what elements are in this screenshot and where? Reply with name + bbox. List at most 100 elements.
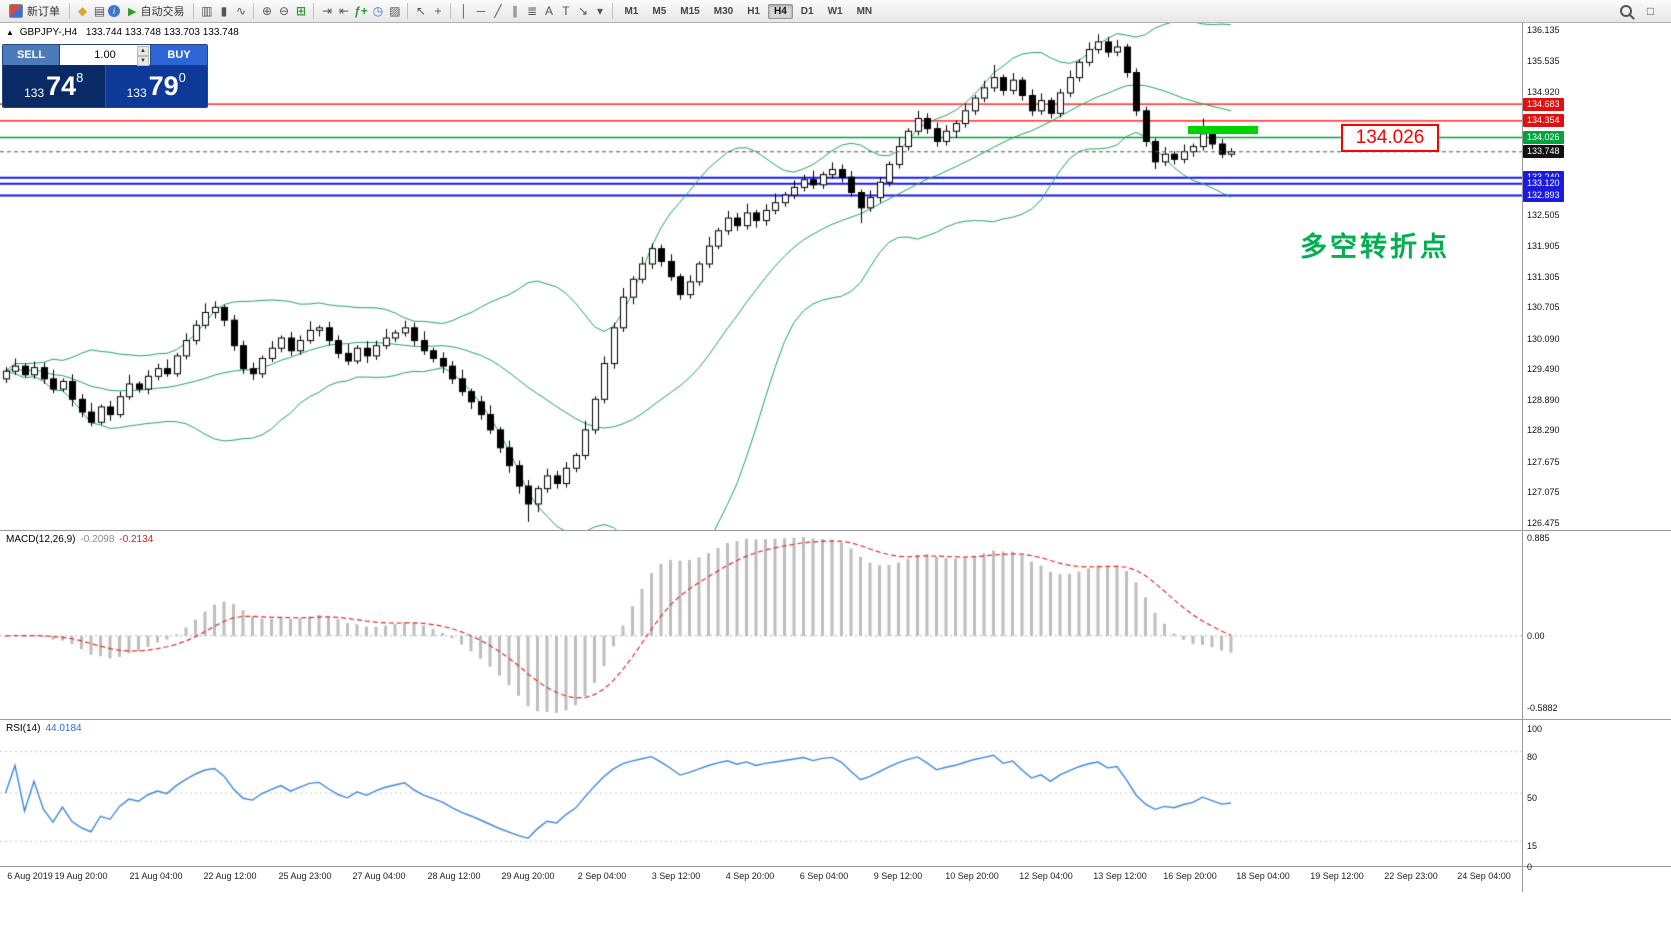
one-click-toggle-icon[interactable]: ▲: [6, 28, 14, 37]
separator: [193, 3, 195, 19]
indicators-icon[interactable]: ƒ+: [354, 4, 368, 18]
price-scale-label: 128.890: [1527, 394, 1560, 405]
time-axis-label: 22 Sep 23:00: [1384, 871, 1438, 881]
price-chart-canvas[interactable]: [0, 23, 1522, 530]
search-icon[interactable]: [1620, 5, 1632, 17]
time-axis-label: 4 Sep 20:00: [725, 871, 775, 881]
timeframe-h4[interactable]: H4: [767, 4, 793, 19]
volume-down-icon[interactable]: ▼: [137, 56, 149, 66]
separator: [253, 3, 255, 19]
time-axis-label: 3 Sep 12:00: [651, 871, 701, 881]
price-badge: 132.893: [1523, 188, 1564, 202]
timeframe-m1[interactable]: M1: [624, 6, 639, 17]
macd-scale-label: 0.00: [1527, 630, 1545, 641]
macd-scale-label: -0.5882: [1527, 703, 1558, 713]
timeframe-d1[interactable]: D1: [800, 6, 814, 17]
time-axis-label: 18 Sep 04:00: [1236, 871, 1290, 881]
sell-price[interactable]: 133 74 8: [3, 65, 105, 107]
rsi-value: 44.0184: [45, 723, 82, 734]
sell-price-prefix: 133: [24, 86, 45, 100]
price-scale-label: 131.905: [1527, 240, 1560, 251]
price-scale-border: [1522, 23, 1523, 892]
new-order-button[interactable]: 新订单: [4, 2, 65, 20]
macd-scale-label: 0.885: [1527, 533, 1550, 543]
trendline-icon[interactable]: ╱: [494, 4, 502, 18]
rsi-scale-label: 0: [1527, 862, 1533, 872]
price-badge: 134.354: [1523, 114, 1564, 128]
new-order-label: 新订单: [27, 6, 60, 18]
timeframe-m15[interactable]: M15: [680, 6, 700, 17]
text-tool-icon[interactable]: A: [544, 4, 553, 18]
buy-price-prefix: 133: [126, 86, 147, 100]
horizontal-line-icon[interactable]: ─: [476, 4, 486, 18]
workspace-icon[interactable]: □: [1646, 4, 1655, 18]
timeframe-m30[interactable]: M30: [713, 6, 734, 17]
price-badge: 133.120: [1523, 177, 1564, 191]
autotrading-play-icon: ▶: [128, 5, 137, 18]
periods-icon[interactable]: ◷: [372, 4, 384, 18]
cursor-icon[interactable]: ↖: [415, 4, 426, 18]
templates-icon[interactable]: ▨: [389, 4, 401, 18]
macd-canvas[interactable]: [0, 531, 1522, 719]
chart-shift-icon[interactable]: ⇤: [338, 4, 349, 18]
fibonacci-icon[interactable]: ≣: [526, 4, 537, 18]
arrows-dropdown-icon[interactable]: ▾: [596, 4, 603, 18]
auto-scroll-icon[interactable]: ⇥: [321, 4, 332, 18]
buy-price[interactable]: 133 79 0: [104, 65, 207, 107]
trend-segment-object[interactable]: [1188, 126, 1258, 135]
text-label-icon[interactable]: T: [562, 4, 570, 18]
macd-signal-value: -0.2134: [119, 534, 154, 545]
channel-icon[interactable]: ∥: [511, 4, 518, 18]
separator: [313, 3, 315, 19]
one-click-trading-panel: SELL 1.00 ▲ ▼ BUY 133 74 8 133 79 0: [2, 44, 208, 108]
time-axis-label: 6 Aug 2019: [7, 871, 53, 881]
time-axis-label: 27 Aug 04:00: [352, 871, 406, 881]
price-badge: 134.026: [1523, 131, 1564, 145]
rsi-scale-label: 80: [1527, 751, 1538, 762]
volume-input[interactable]: 1.00 ▲ ▼: [59, 45, 151, 66]
price-scale-label: 136.135: [1527, 24, 1560, 35]
candlestick-chart-icon[interactable]: ▮: [220, 4, 228, 18]
time-axis-label: 9 Sep 12:00: [873, 871, 923, 881]
time-axis-label: 28 Aug 12:00: [427, 871, 481, 881]
bar-chart-icon[interactable]: ▥: [201, 4, 213, 18]
zoom-out-icon[interactable]: ⊖: [278, 4, 289, 18]
sell-button[interactable]: SELL: [3, 45, 59, 65]
time-axis-label: 25 Aug 23:00: [278, 871, 332, 881]
price-scale-label: 130.090: [1527, 333, 1560, 344]
time-axis[interactable]: 6 Aug 2019 19 Aug 20:00 21 Aug 04:00 22 Aug…: [0, 867, 1522, 892]
timeframe-h1[interactable]: H1: [747, 6, 760, 17]
line-chart-icon[interactable]: ∿: [235, 4, 246, 18]
time-axis-label: 19 Sep 12:00: [1310, 871, 1364, 881]
macd-name: MACD(12,26,9): [6, 534, 76, 545]
crosshair-icon[interactable]: +: [434, 4, 442, 18]
price-scale-label: 127.675: [1527, 456, 1560, 467]
main-toolbar: 新订单 ◆ ▤ i ▶ 自动交易 ▥ ▮ ∿ ⊕ ⊖ ⊞ ⇥ ⇤ ƒ+ ◷ ▨ …: [0, 0, 1671, 23]
time-axis-label: 12 Sep 04:00: [1019, 871, 1073, 881]
timeframe-w1[interactable]: W1: [827, 6, 843, 17]
quote-ohlc: 133.744 133.748 133.703 133.748: [85, 27, 239, 38]
autotrading-button[interactable]: ▶ 自动交易: [123, 2, 189, 20]
panel-separator[interactable]: [0, 530, 1671, 531]
buy-price-main: 79: [148, 71, 179, 101]
zoom-in-icon[interactable]: ⊕: [261, 4, 272, 18]
vertical-line-icon[interactable]: │: [460, 4, 468, 18]
timeframe-m5[interactable]: M5: [652, 6, 667, 17]
panel-separator[interactable]: [0, 719, 1671, 720]
macd-label: MACD(12,26,9) -0.2098 -0.2134: [6, 534, 153, 545]
volume-up-icon[interactable]: ▲: [137, 46, 149, 56]
tile-windows-icon[interactable]: ⊞: [295, 4, 306, 18]
time-axis-label: 22 Aug 12:00: [203, 871, 257, 881]
news-icon[interactable]: ▤: [93, 4, 106, 18]
mql-community-icon[interactable]: ◆: [77, 4, 88, 18]
chart-note-text[interactable]: 多空转折点: [1300, 232, 1450, 263]
rsi-canvas[interactable]: [0, 720, 1522, 866]
price-label-object[interactable]: 134.026: [1341, 124, 1439, 152]
buy-button[interactable]: BUY: [151, 45, 207, 65]
arrows-tool-icon[interactable]: ↘: [577, 4, 588, 18]
price-scale-label: 129.490: [1527, 364, 1560, 375]
volume-spinner: ▲ ▼: [137, 46, 149, 66]
timeframe-mn[interactable]: MN: [856, 6, 873, 17]
info-icon[interactable]: i: [108, 5, 120, 17]
time-axis-label: 19 Aug 20:00: [54, 871, 108, 881]
